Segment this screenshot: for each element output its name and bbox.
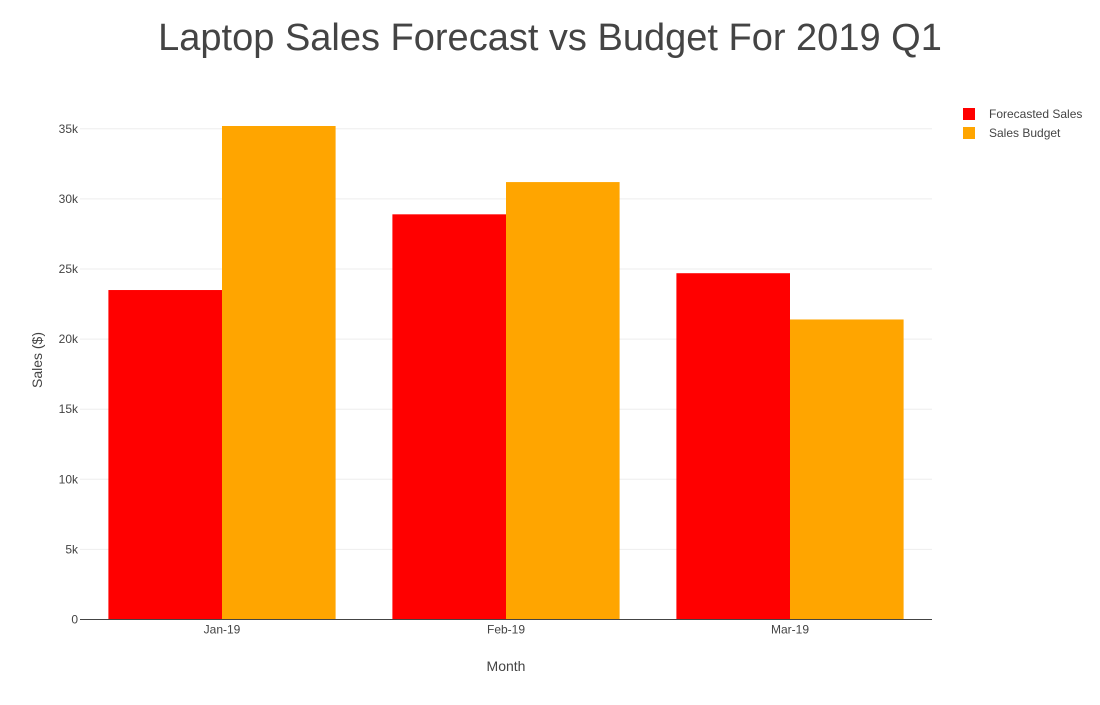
bar-sales-budget-mar-19[interactable] [790, 319, 904, 620]
bar-forecasted-sales-jan-19[interactable] [108, 290, 222, 620]
y-tick-label: 25k [59, 262, 79, 276]
x-axis-title: Month [487, 658, 526, 674]
y-tick-label: 20k [59, 332, 79, 346]
legend-swatch [963, 108, 975, 120]
x-tick-label: Jan-19 [204, 623, 241, 637]
bar-forecasted-sales-mar-19[interactable] [676, 273, 790, 620]
bar-sales-budget-feb-19[interactable] [506, 182, 620, 620]
y-tick-label: 35k [59, 122, 79, 136]
legend-item[interactable]: Forecasted Sales [963, 107, 1082, 121]
y-tick-label: 10k [59, 472, 79, 486]
y-tick-label: 0 [71, 613, 78, 627]
legend-swatch [963, 127, 975, 139]
bar-sales-budget-jan-19[interactable] [222, 126, 336, 620]
x-tick-label: Mar-19 [771, 623, 809, 637]
y-tick-label: 5k [65, 542, 79, 556]
bars [108, 126, 904, 620]
bar-forecasted-sales-feb-19[interactable] [392, 214, 506, 620]
y-axis-title: Sales ($) [29, 332, 45, 388]
legend-label: Sales Budget [989, 126, 1061, 140]
x-tick-label: Feb-19 [487, 623, 525, 637]
y-tick-label: 15k [59, 402, 79, 416]
y-tick-labels: 0 5k 10k 15k 20k 25k 30k 35k [59, 122, 79, 627]
chart-title: Laptop Sales Forecast vs Budget For 2019… [158, 17, 942, 59]
x-tick-labels: Jan-19 Feb-19 Mar-19 [204, 623, 810, 637]
legend[interactable]: Forecasted Sales Sales Budget [963, 107, 1082, 140]
legend-item[interactable]: Sales Budget [963, 126, 1061, 140]
legend-label: Forecasted Sales [989, 107, 1082, 121]
y-tick-label: 30k [59, 192, 79, 206]
